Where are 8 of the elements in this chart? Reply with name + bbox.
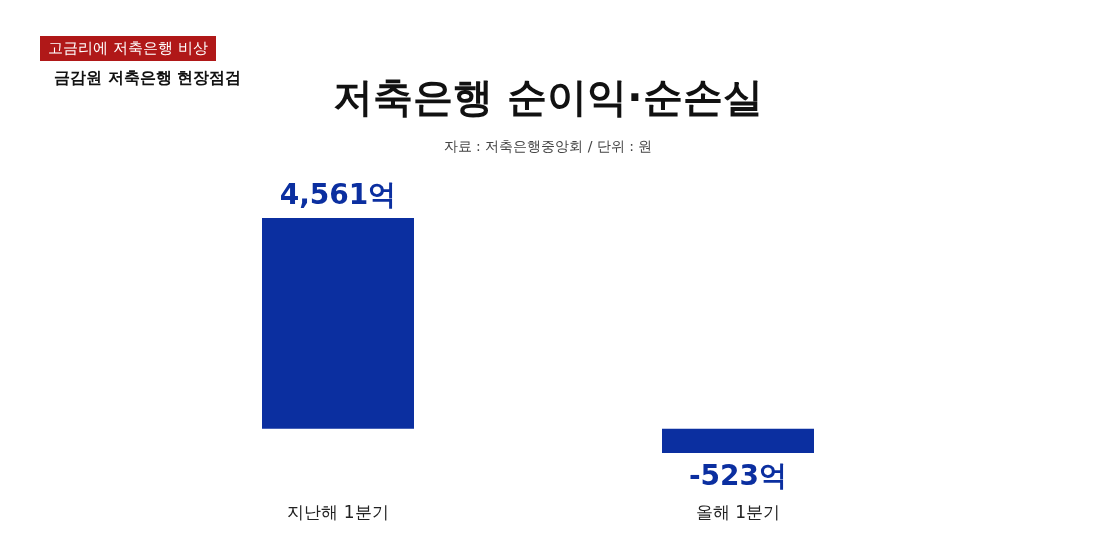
text: 금감원 저축은행 현장점검 xyxy=(54,68,242,89)
x-tick-label: 지난해 1분기 xyxy=(287,502,389,523)
text: 고금리에 저축은행 비상 xyxy=(40,36,216,61)
data-label: -523억 xyxy=(688,459,788,492)
data-label: 4,561억 xyxy=(279,178,397,211)
chart-subtitle: 자료 : 저축은행중앙회 / 단위 : 원 xyxy=(442,138,654,156)
x-tick-label: 올해 1분기 xyxy=(695,502,781,523)
chart-title: 저축은행 순이익·순손실 xyxy=(333,74,763,120)
